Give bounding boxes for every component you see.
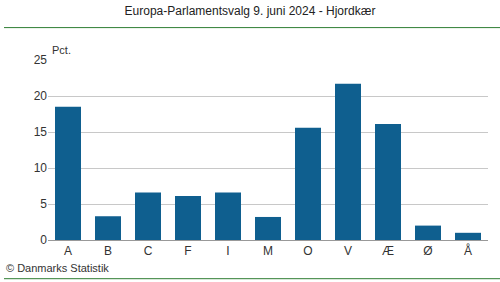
svg-text:M: M — [263, 244, 273, 258]
svg-text:Ø: Ø — [423, 244, 432, 258]
svg-text:20: 20 — [34, 89, 48, 103]
svg-text:15: 15 — [34, 125, 48, 139]
svg-text:Europa-Parlamentsvalg 9. juni: Europa-Parlamentsvalg 9. juni 2024 - Hjo… — [125, 4, 376, 18]
svg-text:10: 10 — [34, 161, 48, 175]
svg-text:Pct.: Pct. — [52, 44, 71, 56]
svg-text:A: A — [64, 244, 72, 258]
svg-text:F: F — [184, 244, 191, 258]
svg-text:25: 25 — [34, 53, 48, 67]
svg-text:O: O — [303, 244, 312, 258]
svg-text:Æ: Æ — [382, 244, 394, 258]
svg-text:V: V — [344, 244, 352, 258]
svg-text:I: I — [226, 244, 229, 258]
svg-text:Å: Å — [464, 243, 472, 258]
svg-text:5: 5 — [40, 197, 47, 211]
svg-text:B: B — [104, 244, 112, 258]
svg-text:C: C — [144, 244, 153, 258]
svg-text:0: 0 — [40, 233, 47, 247]
svg-text:© Danmarks Statistik: © Danmarks Statistik — [6, 262, 109, 274]
